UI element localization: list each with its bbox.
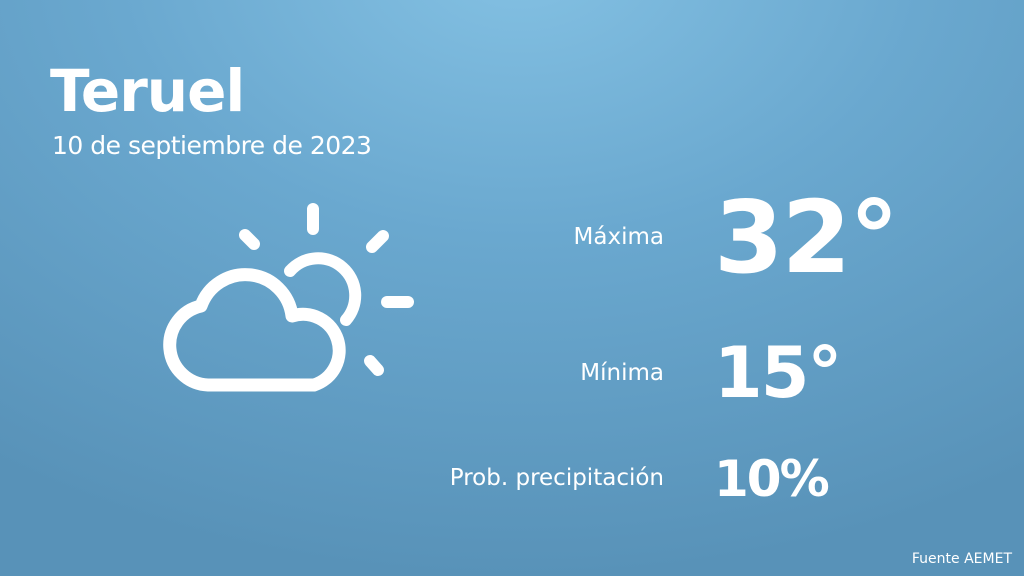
min-temp-label: Mínima [580, 360, 664, 386]
max-temp-value: 32° [714, 179, 899, 296]
source-credit: Fuente AEMET [911, 551, 1012, 567]
max-temp-label: Máxima [573, 224, 664, 250]
partly-cloudy-icon [150, 190, 430, 414]
forecast-date: 10 de septiembre de 2023 [52, 131, 372, 160]
city-name: Teruel [50, 57, 245, 125]
precip-label: Prob. precipitación [449, 465, 664, 491]
min-temp-value: 15° [714, 332, 842, 414]
precip-value: 10% [714, 450, 830, 508]
